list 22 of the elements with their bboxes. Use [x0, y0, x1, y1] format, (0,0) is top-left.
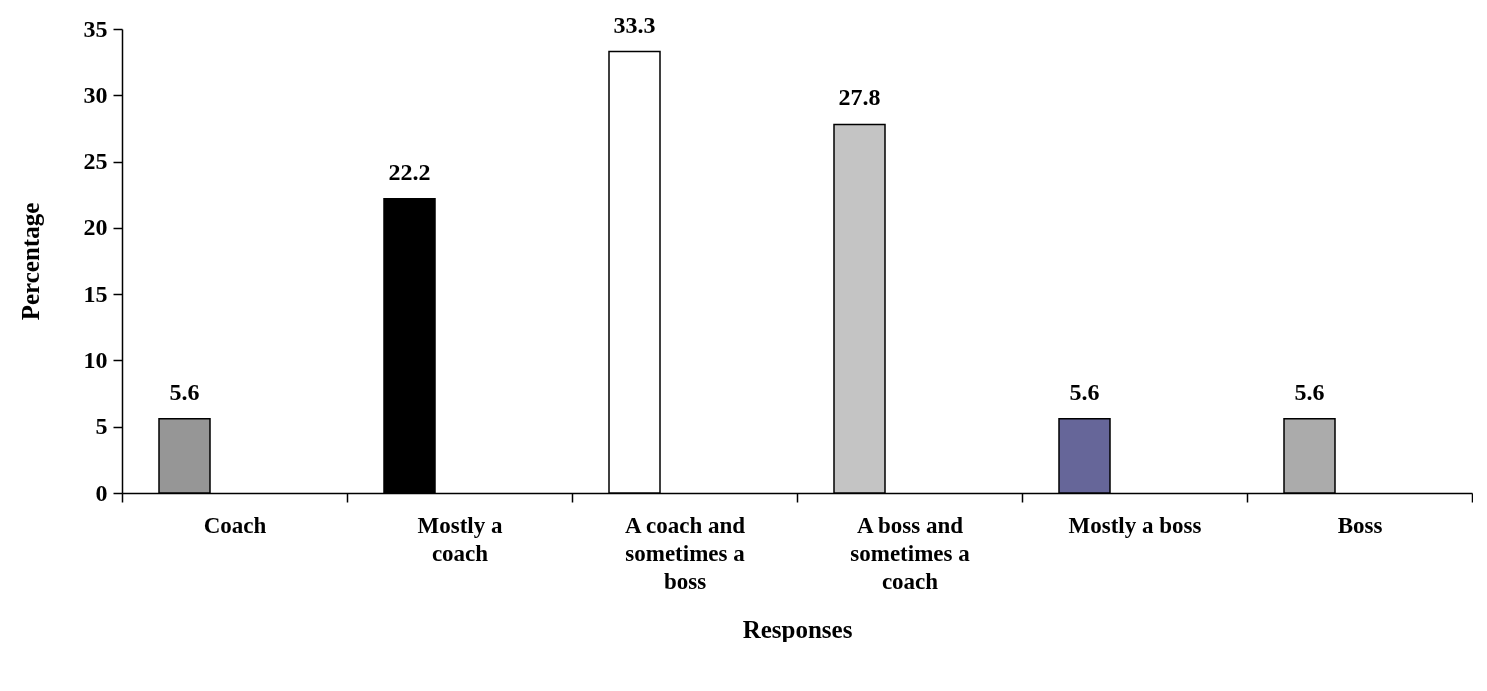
- data-label: 22.2: [388, 158, 431, 185]
- x-tick-label: Mostly a coach: [417, 512, 503, 566]
- x-tick-label: Coach: [203, 512, 267, 538]
- data-label: 33.3: [613, 11, 656, 38]
- y-tick-label: 20: [83, 214, 108, 241]
- data-label: 5.6: [169, 378, 200, 405]
- y-axis-title: Percentage: [16, 202, 44, 321]
- x-axis-title: Responses: [742, 615, 853, 643]
- y-tick-label: 0: [95, 479, 108, 506]
- data-label: 5.6: [1294, 378, 1325, 405]
- y-tick-label: 15: [83, 280, 108, 307]
- x-tick-label: A coach and sometimes a boss: [624, 512, 746, 594]
- y-tick-label: 10: [83, 346, 108, 373]
- y-tick-label: 25: [83, 148, 108, 175]
- x-tick-label: Boss: [1337, 512, 1383, 538]
- x-tick-label: Mostly a boss: [1068, 512, 1202, 538]
- y-tick-label: 30: [83, 81, 108, 108]
- y-tick-label: 35: [83, 15, 108, 42]
- x-tick-label: A boss and sometimes a coach: [850, 512, 971, 594]
- data-label: 27.8: [838, 84, 881, 111]
- y-tick-label: 5: [95, 413, 108, 440]
- data-label: 5.6: [1069, 378, 1100, 405]
